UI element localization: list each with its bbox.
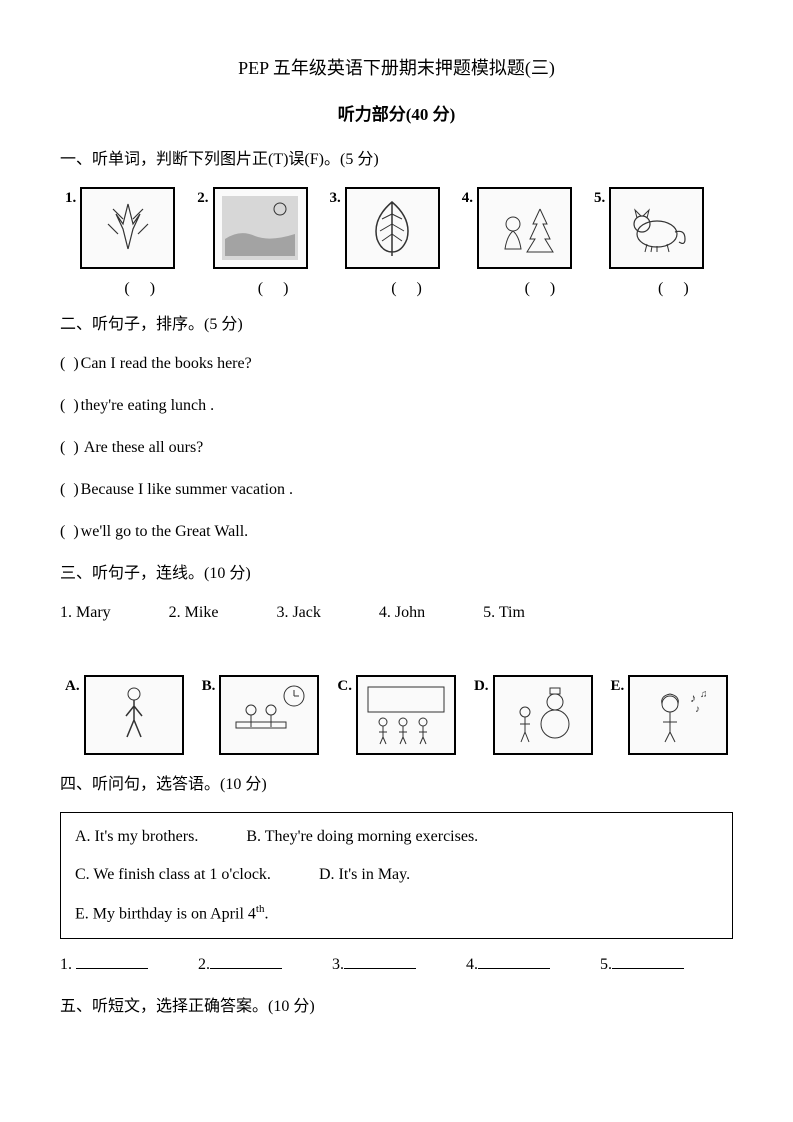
section2-text-2: they're eating lunch .	[81, 397, 215, 414]
section2-paren-5[interactable]: ( )	[60, 523, 81, 540]
section3-letter-e: E.	[611, 675, 625, 698]
section1-paren-4[interactable]: ( )	[488, 277, 599, 301]
section1-paren-5[interactable]: ( )	[622, 277, 733, 301]
section4-options-line3: E. My birthday is on April 4th.	[75, 901, 718, 926]
section1-image-row: 1. 2. 3. 4. 5.	[60, 187, 733, 269]
section4-options-line2: C. We finish class at 1 o'clock. D. It's…	[75, 863, 718, 887]
section4-option-e-pre: E. My birthday is on April 4	[75, 905, 256, 922]
section4-heading: 四、听问句，选答语。(10 分)	[60, 773, 733, 797]
section4-option-b: B. They're doing morning exercises.	[246, 828, 478, 845]
section2-text-1: Can I read the books here?	[81, 355, 252, 372]
section3-letter-a: A.	[65, 675, 80, 698]
person-walking-icon	[84, 675, 184, 755]
section3-item-c: C.	[337, 675, 456, 755]
section1-heading: 一、听单词，判断下列图片正(T)误(F)。(5 分)	[60, 148, 733, 172]
section4-blank-4: 4.	[466, 953, 550, 977]
section3-item-a: A.	[65, 675, 184, 755]
section1-paren-row: ( ) ( ) ( ) ( ) ( )	[60, 277, 733, 301]
section1-item-num-5: 5.	[594, 187, 605, 210]
section2-text-4: Because I like summer vacation .	[81, 481, 293, 498]
page-title: PEP 五年级英语下册期末押题模拟题(三)	[60, 55, 733, 82]
section2-text-5: we'll go to the Great Wall.	[81, 523, 248, 540]
eating-clock-icon	[219, 675, 319, 755]
section1-paren-1[interactable]: ( )	[88, 277, 199, 301]
section4-blank-2: 2.	[198, 953, 282, 977]
section3-names-row: 1. Mary 2. Mike 3. Jack 4. John 5. Tim	[60, 601, 733, 625]
section4-blank-5: 5.	[600, 953, 684, 977]
section3-letter-b: B.	[202, 675, 216, 698]
section1-item-num-1: 1.	[65, 187, 76, 210]
section2-paren-4[interactable]: ( )	[60, 481, 81, 498]
section4-option-d: D. It's in May.	[319, 866, 410, 883]
section2-line-5: ( )we'll go to the Great Wall.	[60, 520, 733, 544]
section3-item-d: D.	[474, 675, 593, 755]
section2-paren-1[interactable]: ( )	[60, 355, 81, 372]
section4-blanks-row: 1. 2. 3. 4. 5.	[60, 953, 733, 977]
section3-letter-c: C.	[337, 675, 352, 698]
section1-paren-2[interactable]: ( )	[221, 277, 332, 301]
section4-blank-line-2[interactable]	[210, 954, 282, 969]
section2-heading: 二、听句子，排序。(5 分)	[60, 313, 733, 337]
section4-option-e-post: .	[264, 905, 268, 922]
section4-blank-line-4[interactable]	[478, 954, 550, 969]
section1-item-1: 1.	[65, 187, 175, 269]
section2-line-4: ( )Because I like summer vacation .	[60, 478, 733, 502]
section1-item-num-3: 3.	[330, 187, 341, 210]
section3-name-1: 1. Mary	[60, 601, 111, 625]
section1-item-2: 2.	[197, 187, 307, 269]
section3-item-b: B.	[202, 675, 320, 755]
section2-paren-2[interactable]: ( )	[60, 397, 81, 414]
section4-blank-3: 3.	[332, 953, 416, 977]
page-subtitle: 听力部分(40 分)	[60, 102, 733, 128]
section3-heading: 三、听句子，连线。(10 分)	[60, 562, 733, 586]
section4-blank-line-5[interactable]	[612, 954, 684, 969]
cat-icon	[609, 187, 704, 269]
section2-text-3: Are these all ours?	[81, 439, 204, 456]
section2-line-1: ( )Can I read the books here?	[60, 352, 733, 376]
section3-image-row: A. B. C. D. E. ♪♫♪	[60, 675, 733, 755]
section5-heading: 五、听短文，选择正确答案。(10 分)	[60, 995, 733, 1019]
section3-name-3: 3. Jack	[276, 601, 320, 625]
svg-text:♫: ♫	[700, 689, 708, 700]
listening-music-icon: ♪♫♪	[628, 675, 728, 755]
section1-paren-3[interactable]: ( )	[355, 277, 466, 301]
section1-item-num-2: 2.	[197, 187, 208, 210]
section4-blank-line-3[interactable]	[344, 954, 416, 969]
section4-blank-line-1[interactable]	[76, 954, 148, 969]
section4-option-a: A. It's my brothers.	[75, 828, 198, 845]
snowman-kid-icon	[493, 675, 593, 755]
section3-name-4: 4. John	[379, 601, 425, 625]
section3-letter-d: D.	[474, 675, 489, 698]
leaves-plant-icon	[80, 187, 175, 269]
section4-option-box: A. It's my brothers. B. They're doing mo…	[60, 812, 733, 939]
section3-item-e: E. ♪♫♪	[611, 675, 729, 755]
leaf-icon	[345, 187, 440, 269]
section1-item-5: 5.	[594, 187, 704, 269]
landscape-scene-icon	[213, 187, 308, 269]
section3-name-5: 5. Tim	[483, 601, 525, 625]
classroom-icon	[356, 675, 456, 755]
section3-name-2: 2. Mike	[169, 601, 219, 625]
section1-item-4: 4.	[462, 187, 572, 269]
section2-line-2: ( )they're eating lunch .	[60, 394, 733, 418]
section4-options-line1: A. It's my brothers. B. They're doing mo…	[75, 825, 718, 849]
section1-item-3: 3.	[330, 187, 440, 269]
svg-text:♪: ♪	[690, 691, 696, 705]
section1-item-num-4: 4.	[462, 187, 473, 210]
svg-text:♪: ♪	[695, 704, 700, 715]
section4-blank-1: 1.	[60, 953, 148, 977]
section4-option-c: C. We finish class at 1 o'clock.	[75, 866, 271, 883]
section2-line-3: ( ) Are these all ours?	[60, 436, 733, 460]
santa-tree-icon	[477, 187, 572, 269]
section2-paren-3[interactable]: ( )	[60, 439, 81, 456]
